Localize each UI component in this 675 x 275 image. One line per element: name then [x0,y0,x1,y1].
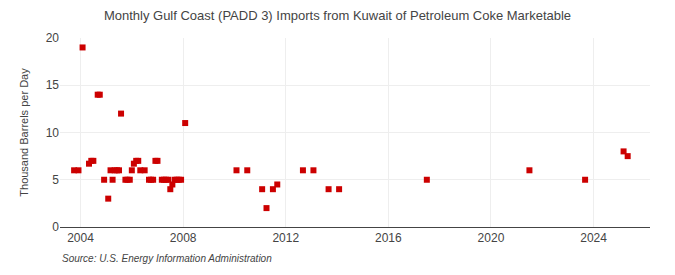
svg-text:15: 15 [46,78,60,92]
svg-text:Monthly Gulf Coast (PADD 3) Im: Monthly Gulf Coast (PADD 3) Imports from… [104,8,571,23]
svg-text:2008: 2008 [170,231,197,245]
svg-text:0: 0 [52,220,59,234]
svg-text:10: 10 [46,126,60,140]
svg-text:2016: 2016 [375,231,402,245]
svg-text:2024: 2024 [580,231,607,245]
svg-text:5: 5 [52,173,59,187]
svg-text:2020: 2020 [478,231,505,245]
svg-text:Thousand Barrels per Day: Thousand Barrels per Day [18,68,30,197]
svg-text:20: 20 [46,31,60,45]
svg-text:Source: U.S. Energy Informatio: Source: U.S. Energy Information Administ… [62,253,272,264]
svg-text:2004: 2004 [67,231,94,245]
svg-text:2012: 2012 [272,231,299,245]
